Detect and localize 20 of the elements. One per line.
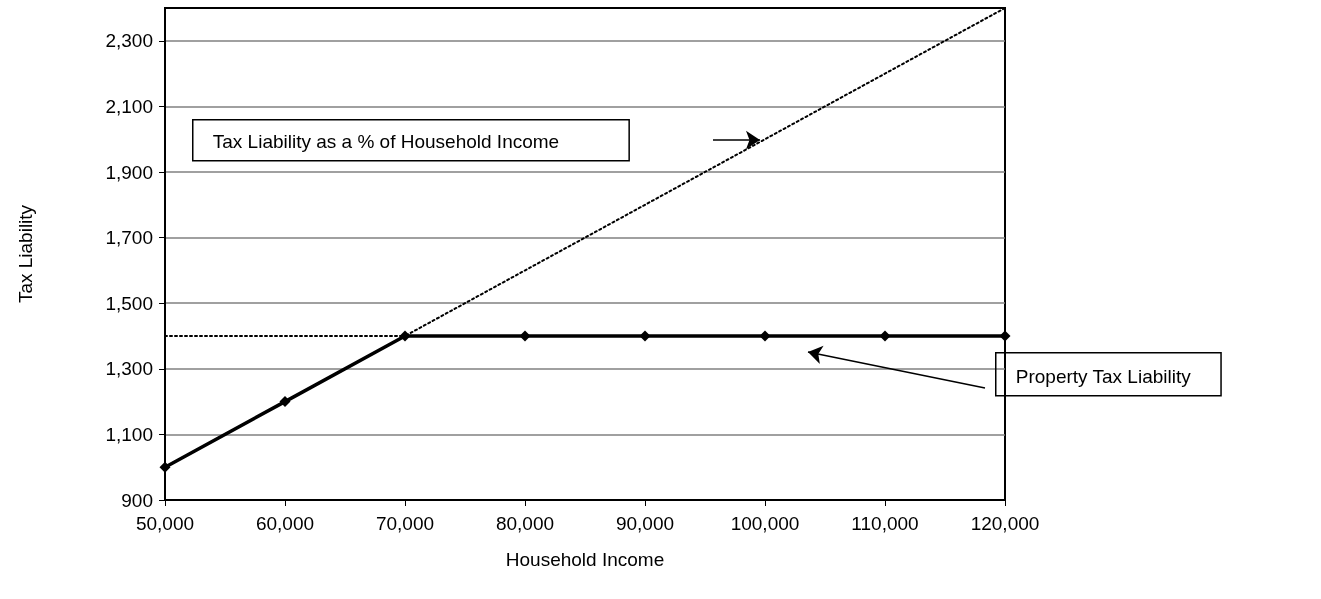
text: Property Tax Liability — [1015, 365, 1192, 387]
x-tick-label: 50,000 — [135, 513, 195, 534]
y-tick-label: 1,700 — [105, 227, 153, 249]
annotation: Tax Liability as a % of Household Income — [212, 130, 560, 152]
y-tick-label: 1,500 — [105, 292, 153, 314]
x-tick-label: 110,000 — [851, 513, 919, 534]
x-tick-label: 80,000 — [495, 513, 555, 534]
y-tick-label: 1,300 — [105, 358, 153, 380]
x-tick-label: 70,000 — [375, 513, 435, 534]
y-tick-label: 900 — [121, 489, 153, 511]
x-tick-label: 60,000 — [255, 513, 315, 534]
y-tick-label: 2,100 — [105, 95, 153, 117]
x-tick-label: 100,000 — [730, 513, 800, 534]
y-tick-label: 2,300 — [105, 30, 153, 52]
x-axis-title: Household Income — [505, 549, 665, 570]
y-tick-label: 1,100 — [105, 423, 153, 445]
x-tick-label: 120,000 — [970, 513, 1040, 534]
x-tick-label: 90,000 — [615, 513, 675, 534]
y-tick-label: 1,900 — [105, 161, 153, 183]
y-axis-title: Tax Liability — [15, 204, 36, 304]
